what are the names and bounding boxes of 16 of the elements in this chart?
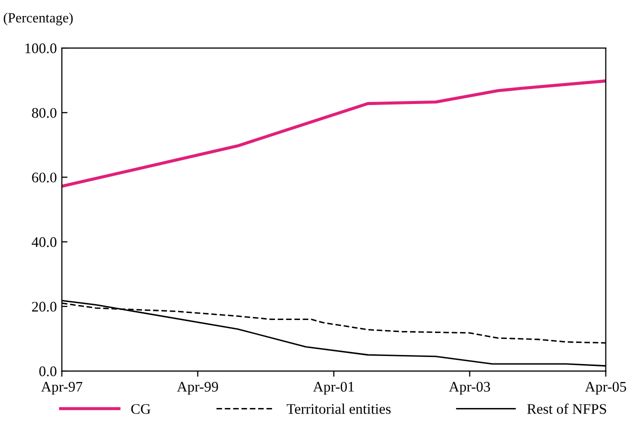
y-tick-label: 80.0	[32, 108, 56, 118]
legend-label: CG	[131, 404, 150, 414]
y-tick-label: 20.0	[32, 302, 56, 312]
y-tick-label: 0.0	[39, 366, 56, 376]
x-tick-label: Apr-99	[176, 382, 218, 395]
legend-label: Territorial entities	[286, 404, 391, 414]
x-tick-label: Apr-97	[41, 382, 82, 395]
legend-label: Rest of NFPS	[527, 403, 606, 414]
y-axis-title: (Percentage)	[4, 12, 73, 26]
x-tick-label: Apr-05	[584, 382, 626, 395]
x-tick-label: Apr-01	[313, 382, 354, 395]
y-tick-label: 40.0	[32, 237, 56, 248]
line-series	[62, 79, 606, 188]
y-tick-label: 60.0	[32, 172, 56, 182]
y-tick-label: 100.0	[25, 43, 56, 54]
x-tick-label: Apr-03	[448, 382, 490, 395]
